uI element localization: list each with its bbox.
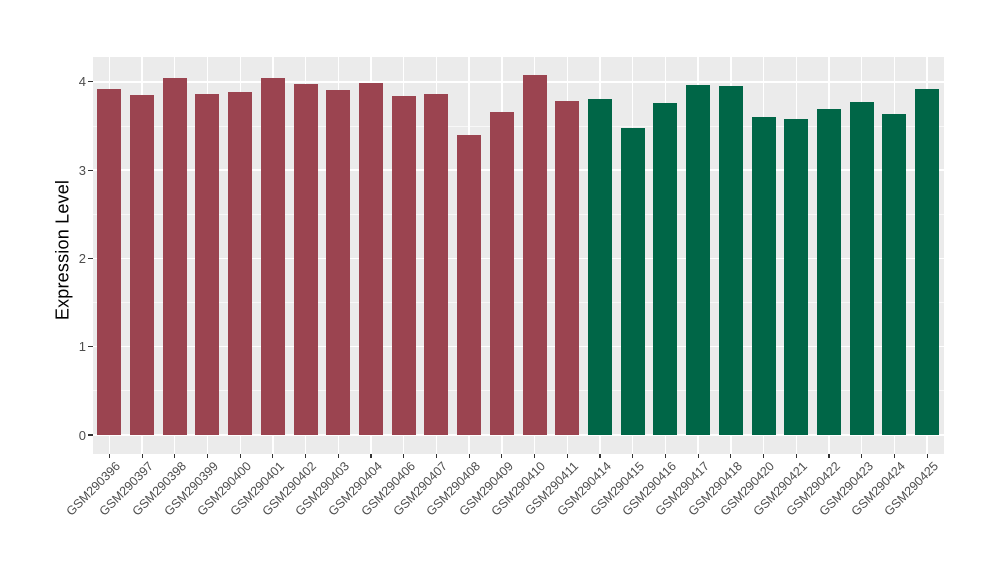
minor-gridline [93, 213, 944, 215]
x-tick-mark [108, 453, 110, 458]
bar-GSM290423 [849, 102, 874, 435]
minor-gridline [93, 302, 944, 303]
x-tick-mark [664, 453, 666, 458]
bar-GSM290404 [359, 82, 384, 435]
y-tick-mark [88, 81, 93, 83]
bar-GSM290396 [97, 88, 122, 435]
x-tick-mark [599, 453, 601, 458]
major-gridline [93, 169, 944, 171]
bar-GSM290403 [326, 89, 351, 435]
x-tick-mark [305, 453, 307, 458]
bar-GSM290401 [260, 78, 285, 435]
y-tick-label: 3 [78, 162, 86, 178]
bar-GSM290400 [228, 92, 253, 435]
x-tick-mark [435, 453, 437, 458]
x-tick-mark [174, 453, 176, 458]
bar-GSM290399 [195, 94, 220, 435]
bar-GSM290425 [915, 88, 940, 435]
bar-GSM290406 [391, 95, 416, 435]
major-gridline [93, 434, 944, 436]
x-tick-mark [926, 453, 928, 458]
x-tick-mark [566, 453, 568, 458]
y-tick-label: 0 [78, 427, 86, 443]
minor-gridline [93, 125, 944, 127]
bar-GSM290407 [424, 94, 449, 435]
bar-GSM290409 [489, 111, 514, 435]
x-tick-mark [501, 453, 503, 458]
plot-panel [93, 56, 944, 454]
y-tick-label: 2 [78, 250, 86, 266]
x-tick-mark [206, 453, 209, 458]
bar-GSM290410 [522, 74, 547, 435]
x-tick-mark [272, 453, 274, 458]
bar-GSM290416 [653, 102, 678, 435]
bar-GSM290415 [620, 127, 645, 435]
y-tick-mark [88, 346, 93, 348]
x-tick-mark [370, 453, 372, 458]
bar-GSM290411 [555, 101, 580, 435]
y-tick-mark [88, 169, 93, 171]
bar-GSM290398 [162, 78, 187, 435]
major-gridline [93, 345, 944, 348]
y-tick-mark [88, 257, 93, 259]
x-tick-mark [893, 453, 895, 458]
x-tick-mark [861, 453, 863, 458]
bar-GSM290420 [751, 117, 776, 435]
bar-GSM290418 [718, 86, 743, 435]
bar-GSM290424 [882, 113, 907, 435]
x-tick-mark [239, 453, 241, 458]
x-tick-mark [141, 453, 143, 458]
x-tick-mark [632, 453, 634, 458]
bar-GSM290408 [457, 134, 482, 435]
x-tick-mark [697, 453, 699, 458]
y-tick-mark [88, 434, 93, 436]
bar-GSM290402 [293, 83, 318, 435]
bar-GSM290417 [686, 85, 711, 435]
x-tick-mark [763, 453, 765, 458]
major-gridline [93, 81, 944, 83]
bar-GSM290397 [130, 95, 155, 435]
x-tick-mark [730, 453, 732, 458]
x-tick-mark [468, 453, 470, 458]
bar-GSM290422 [817, 109, 841, 435]
x-tick-mark [795, 453, 797, 458]
major-gridline [93, 257, 944, 260]
x-tick-mark [403, 453, 405, 458]
minor-gridline [93, 390, 944, 392]
y-tick-label: 4 [78, 74, 86, 90]
bar-GSM290414 [588, 99, 613, 435]
x-tick-mark [534, 453, 536, 458]
y-tick-label: 1 [78, 339, 86, 355]
x-tick-mark [828, 453, 830, 458]
x-tick-mark [337, 453, 339, 458]
bar-GSM290421 [784, 118, 809, 435]
